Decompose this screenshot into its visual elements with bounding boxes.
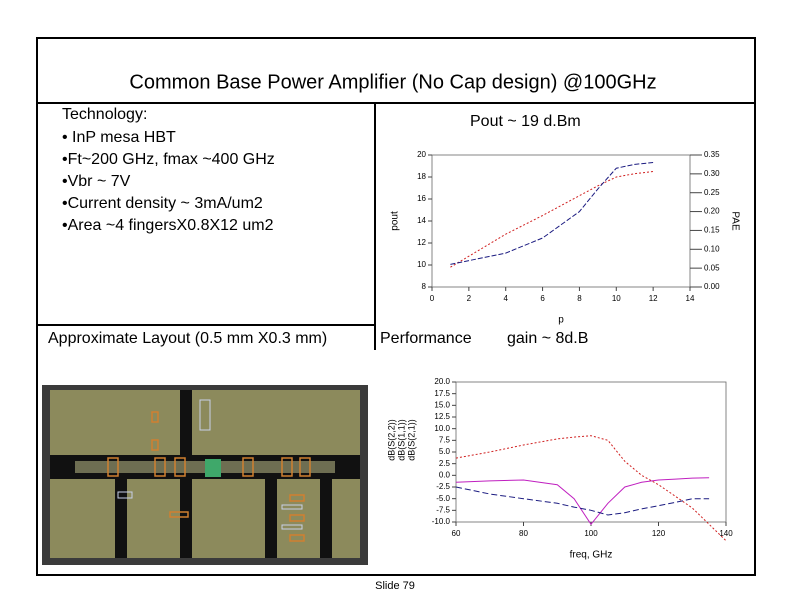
series-line bbox=[450, 171, 654, 268]
x-tick-label: 6 bbox=[540, 294, 545, 303]
y-tick-label: -7.5 bbox=[436, 505, 450, 514]
chart-title: Performance bbox=[380, 330, 472, 347]
x-tick-label: 120 bbox=[652, 529, 666, 538]
y-tick-label: 5.0 bbox=[439, 447, 451, 456]
plot-frame bbox=[455, 381, 727, 523]
y-tick-label: -10.0 bbox=[432, 517, 451, 526]
y2-tick-label: 0.25 bbox=[704, 188, 720, 197]
y2-tick-label: 0.15 bbox=[704, 226, 720, 235]
y-tick-label: 17.5 bbox=[434, 389, 450, 398]
x-tick-label: 80 bbox=[519, 529, 528, 538]
y-tick-label: 20.0 bbox=[434, 377, 450, 386]
x-axis-label: p bbox=[558, 315, 564, 326]
slide-footer: Slide 79 bbox=[375, 580, 415, 592]
y2-tick-label: 0.35 bbox=[704, 150, 720, 159]
x-tick-label: 8 bbox=[577, 294, 582, 303]
x-tick-label: 100 bbox=[584, 529, 598, 538]
y-tick-label: 10.0 bbox=[434, 424, 450, 433]
y-tick-label: 10 bbox=[417, 260, 426, 269]
y-tick-label: -2.5 bbox=[436, 482, 450, 491]
y-tick-label: 0.0 bbox=[439, 470, 451, 479]
y-tick-label: 7.5 bbox=[439, 435, 451, 444]
y2-tick-label: 0.10 bbox=[704, 244, 720, 253]
technology-item: •Ft~200 GHz, fmax ~400 GHz bbox=[62, 151, 275, 168]
legend-label: dB(S(1,1)) bbox=[396, 419, 406, 461]
x-tick-label: 4 bbox=[503, 294, 508, 303]
legend-label: dB(S(2,2)) bbox=[386, 419, 396, 461]
y-tick-label: 12 bbox=[417, 238, 426, 247]
x-tick-label: 12 bbox=[649, 294, 658, 303]
x-tick-label: 10 bbox=[612, 294, 621, 303]
y2-tick-label: 0.30 bbox=[704, 169, 720, 178]
x-tick-label: 2 bbox=[467, 294, 472, 303]
y-tick-label: 8 bbox=[422, 282, 427, 291]
y-tick-label: 16 bbox=[417, 194, 426, 203]
x-tick-label: 140 bbox=[719, 529, 733, 538]
x-tick-label: 60 bbox=[452, 529, 461, 538]
series-line bbox=[455, 486, 710, 516]
y-tick-label: 20 bbox=[417, 150, 426, 159]
y-tick-label: -5.0 bbox=[436, 494, 450, 503]
y-tick-label: 14 bbox=[417, 216, 426, 225]
y-tick-label: 12.5 bbox=[434, 412, 450, 421]
chart-title: Pout ~ 19 d.Bm bbox=[470, 113, 581, 130]
series-line bbox=[450, 162, 654, 265]
technology-item: •Current density ~ 3mA/um2 bbox=[62, 195, 263, 212]
layout-caption: Approximate Layout (0.5 mm X0.3 mm) bbox=[48, 330, 327, 347]
technology-item: •Area ~4 fingersX0.8X12 um2 bbox=[62, 217, 274, 234]
x-axis-label: freq, GHz bbox=[570, 550, 613, 561]
series-line bbox=[455, 477, 710, 526]
y-tick-label: 15.0 bbox=[434, 400, 450, 409]
chart-subtitle: gain ~ 8d.B bbox=[507, 330, 588, 347]
y-tick-label: 2.5 bbox=[439, 459, 451, 468]
technology-heading: Technology: bbox=[62, 106, 147, 123]
x-tick-label: 14 bbox=[686, 294, 695, 303]
y-axis-label: pout bbox=[390, 211, 401, 231]
series-line bbox=[455, 435, 727, 542]
slide-title: Common Base Power Amplifier (No Cap desi… bbox=[129, 71, 656, 93]
technology-item: •Vbr ~ 7V bbox=[62, 173, 131, 190]
y2-tick-label: 0.00 bbox=[704, 282, 720, 291]
y2-tick-label: 0.20 bbox=[704, 207, 720, 216]
technology-text: Technology: • InP mesa HBT •Ft~200 GHz, … bbox=[62, 106, 275, 234]
x-tick-label: 0 bbox=[430, 294, 435, 303]
plot-frame bbox=[431, 154, 691, 288]
slide-frame bbox=[36, 37, 756, 576]
layout-image bbox=[42, 385, 368, 565]
y2-tick-label: 0.05 bbox=[704, 263, 720, 272]
y2-axis-label: PAE bbox=[729, 211, 740, 231]
legend-label: dB(S(2,1)) bbox=[406, 419, 416, 461]
technology-item: • InP mesa HBT bbox=[62, 129, 176, 146]
y-tick-label: 18 bbox=[417, 172, 426, 181]
